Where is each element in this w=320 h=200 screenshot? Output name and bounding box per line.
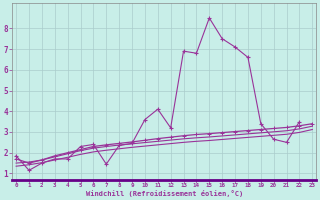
X-axis label: Windchill (Refroidissement éolien,°C): Windchill (Refroidissement éolien,°C): [85, 190, 243, 197]
